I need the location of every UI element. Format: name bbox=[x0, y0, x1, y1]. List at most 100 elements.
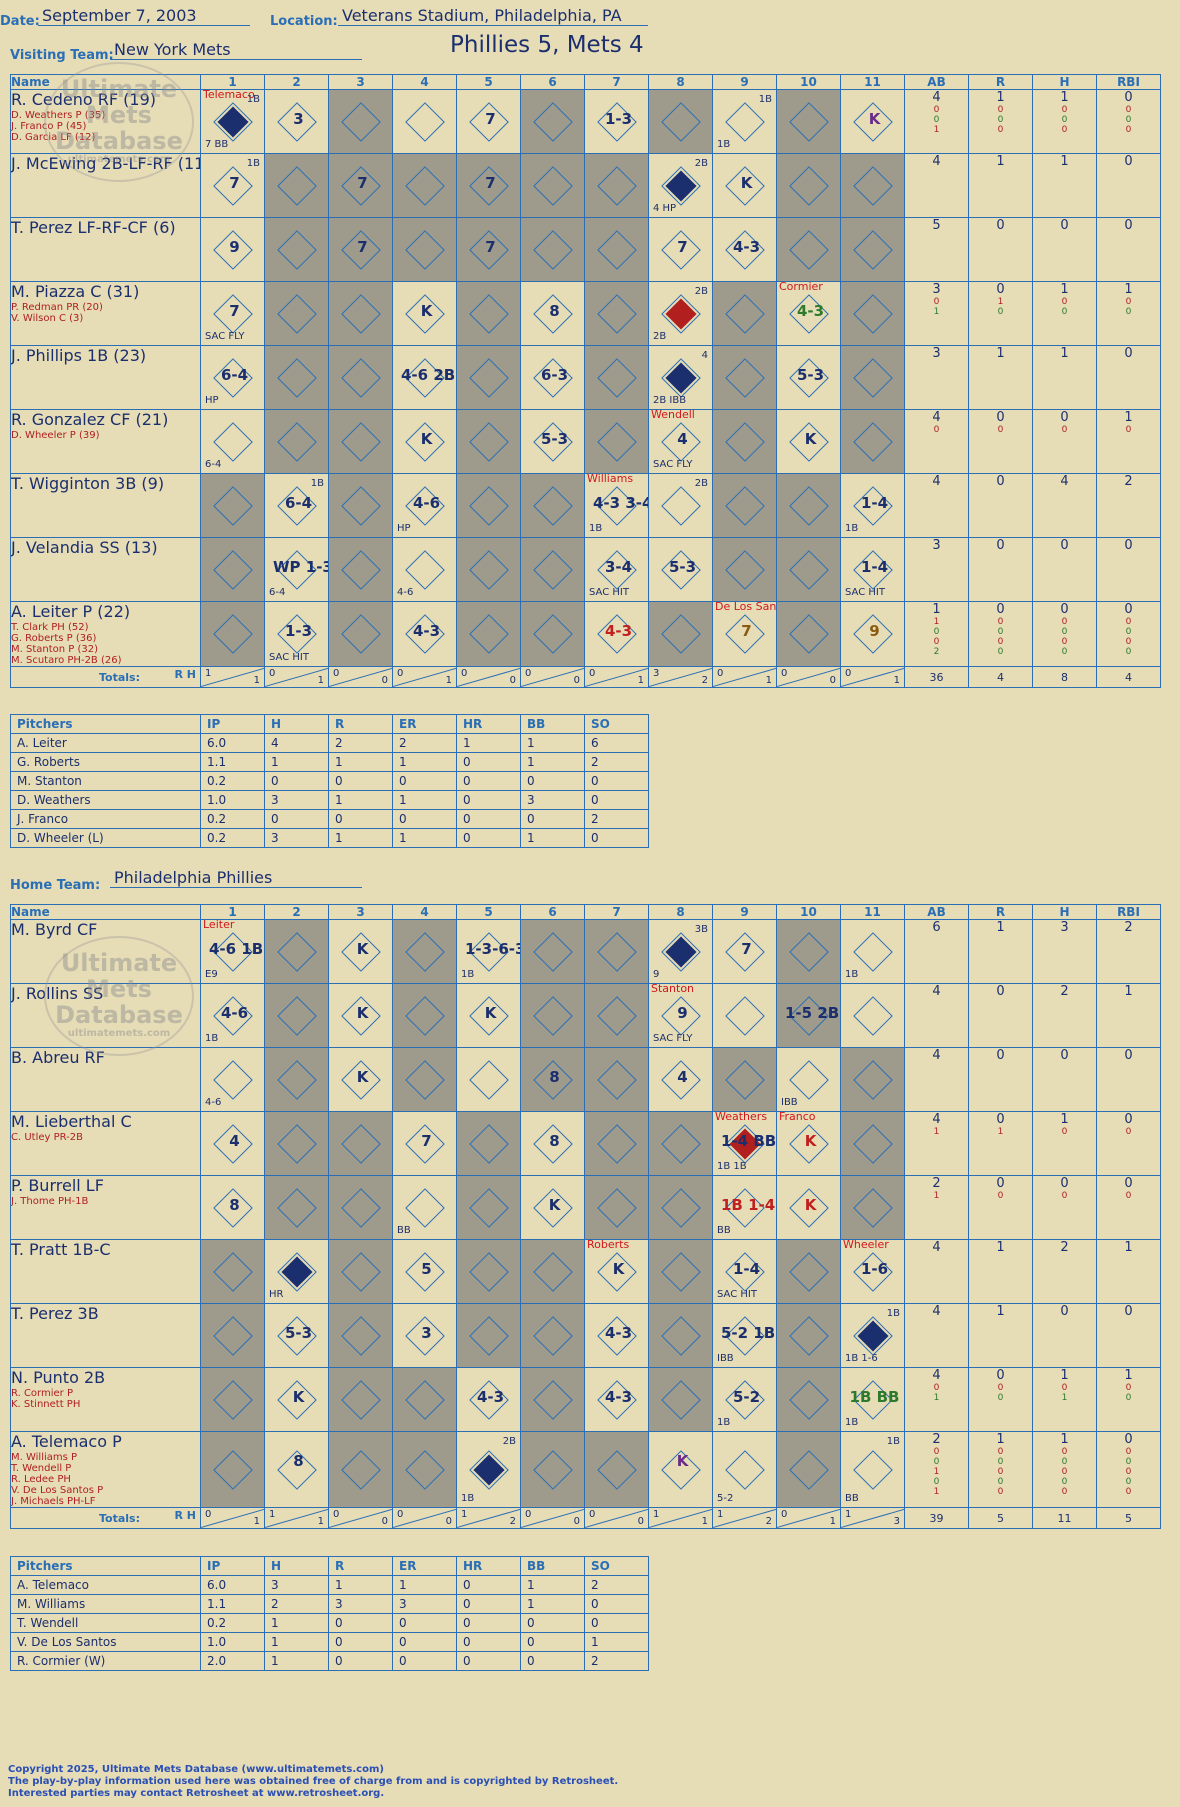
inning-runs: 1 bbox=[717, 1509, 724, 1520]
total-stat: 4 bbox=[968, 666, 1033, 688]
pitching-header: SO bbox=[584, 1556, 649, 1576]
substitute-stat: 0 bbox=[997, 1393, 1004, 1403]
play-result: 7 bbox=[229, 174, 240, 192]
stat-value: 1 bbox=[996, 1240, 1005, 1256]
substitute-stat: 0 bbox=[1061, 105, 1068, 115]
play-note: SAC HIT bbox=[717, 1289, 757, 1300]
base-reached: 1B bbox=[246, 158, 260, 169]
stat-value: 0 bbox=[1124, 1112, 1133, 1128]
pitcher-name: M. Stanton bbox=[10, 771, 201, 791]
batter-row: A. Leiter P (22) T. Clark PH (52) G. Rober… bbox=[10, 601, 1161, 667]
at-bat-cell bbox=[264, 919, 329, 984]
at-bat-cell bbox=[328, 537, 393, 602]
play-note: HP bbox=[397, 523, 411, 534]
play-result: 5 bbox=[421, 1260, 432, 1278]
substitute-name: D. Wheeler P (39) bbox=[11, 430, 100, 441]
stat-value: 0 bbox=[1124, 1432, 1133, 1448]
at-bat-cell bbox=[456, 1175, 521, 1240]
substitute-stat: 0 bbox=[933, 1383, 940, 1393]
inning-runs: 0 bbox=[589, 668, 596, 679]
at-bat-cell: 9 bbox=[200, 217, 265, 282]
substitute-stat: 0 bbox=[997, 1191, 1004, 1201]
at-bat-cell: 8 bbox=[520, 281, 585, 346]
visitors-scorecard: Name 1 2 3 4 5 6 7 8 9 10 11 AB R H RBI R. Cedeno RF (19… bbox=[10, 74, 1161, 688]
play-note: HP bbox=[205, 395, 219, 406]
play-result: 5-2 1B bbox=[721, 1324, 776, 1342]
inning-header: 6 bbox=[520, 904, 585, 920]
substitute-name: T. Wendell P bbox=[11, 1463, 72, 1474]
at-bat-cell: 8 bbox=[200, 1175, 265, 1240]
stat-ab: 4 bbox=[904, 1303, 969, 1368]
inning-hits: 0 bbox=[573, 1516, 580, 1527]
play-note: 4 HP bbox=[653, 203, 677, 214]
stat-value: 0 bbox=[1124, 538, 1133, 554]
at-bat-cell bbox=[456, 473, 521, 538]
at-bat-cell bbox=[584, 409, 649, 474]
substitute-stat: 0 bbox=[997, 1477, 1004, 1487]
at-bat-cell: 4-6 bbox=[392, 537, 457, 602]
at-bat-cell bbox=[776, 601, 841, 667]
substitute-stat: 0 bbox=[933, 1447, 940, 1457]
pitcher-stat: 1 bbox=[264, 1651, 329, 1671]
inning-runs: 0 bbox=[397, 1509, 404, 1520]
stat-ab: 4 bbox=[904, 1239, 969, 1304]
total-stat: 36 bbox=[904, 666, 969, 688]
play-note: 1B 1B bbox=[717, 1161, 747, 1172]
batter-name-cell: T. Perez 3B bbox=[10, 1303, 201, 1368]
at-bat-cell bbox=[584, 983, 649, 1048]
at-bat-cell: Telemaco 9 1B 7 BB bbox=[200, 89, 265, 154]
inning-hits: 1 bbox=[701, 1516, 708, 1527]
pitcher-stat: 1 bbox=[328, 1575, 393, 1595]
substitute-name: M. Scutaro PH-2B (26) bbox=[11, 655, 122, 666]
run-scored-diamond bbox=[664, 297, 697, 330]
at-bat-cell: 1B 1-4 BB bbox=[712, 1175, 777, 1240]
stat-value: 1 bbox=[1060, 282, 1069, 298]
stat-h: 2 bbox=[1032, 983, 1097, 1048]
batter-row: T. Perez LF-RF-CF (6) 9 7 7 7 4-3 5 0 0 0 bbox=[10, 217, 1161, 282]
play-result: 3 bbox=[421, 1324, 432, 1342]
stat-value: 0 bbox=[1060, 1048, 1069, 1064]
at-bat-cell bbox=[840, 1111, 905, 1176]
play-result: 9 bbox=[677, 1004, 688, 1022]
watermark-logo-home: Ultimate Mets Database ultimatemets.com bbox=[44, 936, 194, 1056]
play-note: 1B bbox=[717, 139, 731, 150]
at-bat-cell bbox=[520, 1239, 585, 1304]
play-result: 4-3 bbox=[796, 302, 825, 320]
stat-ab: 5 bbox=[904, 217, 969, 282]
stat-value: 0 bbox=[1124, 1048, 1133, 1064]
stat-value: 1 bbox=[1060, 1432, 1069, 1448]
batter-name-cell: J. Velandia SS (13) bbox=[10, 537, 201, 602]
pitching-header-row: Pitchers IP H R ER HR BB SO bbox=[10, 1556, 649, 1576]
at-bat-cell: K bbox=[392, 409, 457, 474]
play-note: IBB bbox=[781, 1097, 798, 1108]
stat-value: 2 bbox=[1060, 1240, 1069, 1256]
at-bat-cell bbox=[392, 983, 457, 1048]
at-bat-cell bbox=[200, 601, 265, 667]
play-note: 5-2 bbox=[717, 1493, 734, 1504]
at-bat-cell bbox=[200, 473, 265, 538]
inning-header: 8 bbox=[648, 74, 713, 90]
totals-label: Totals: bbox=[99, 670, 140, 684]
pitcher-stat: 0 bbox=[456, 771, 521, 791]
pitcher-stat: 1 bbox=[264, 1613, 329, 1633]
pitcher-stat: 0.2 bbox=[200, 809, 265, 829]
pitcher-stat: 6.0 bbox=[200, 733, 265, 753]
location-value: Veterans Stadium, Philadelphia, PA bbox=[338, 6, 648, 26]
substitute-stat: 0 bbox=[933, 115, 940, 125]
at-bat-cell bbox=[264, 281, 329, 346]
play-result: K bbox=[420, 430, 433, 448]
header-row: Name 1 2 3 4 5 6 7 8 9 10 11 AB R H RBI bbox=[10, 74, 1161, 90]
at-bat-cell: 1-3 SAC HIT bbox=[264, 601, 329, 667]
at-bat-cell bbox=[648, 1303, 713, 1368]
pitching-change-label: Stanton bbox=[651, 983, 695, 996]
at-bat-cell bbox=[328, 89, 393, 154]
visiting-team-label: Visiting Team: bbox=[10, 48, 114, 63]
stat-rbi: 0 bbox=[1096, 537, 1161, 602]
substitute-stat: 0 bbox=[1125, 1393, 1132, 1403]
at-bat-cell bbox=[520, 983, 585, 1048]
